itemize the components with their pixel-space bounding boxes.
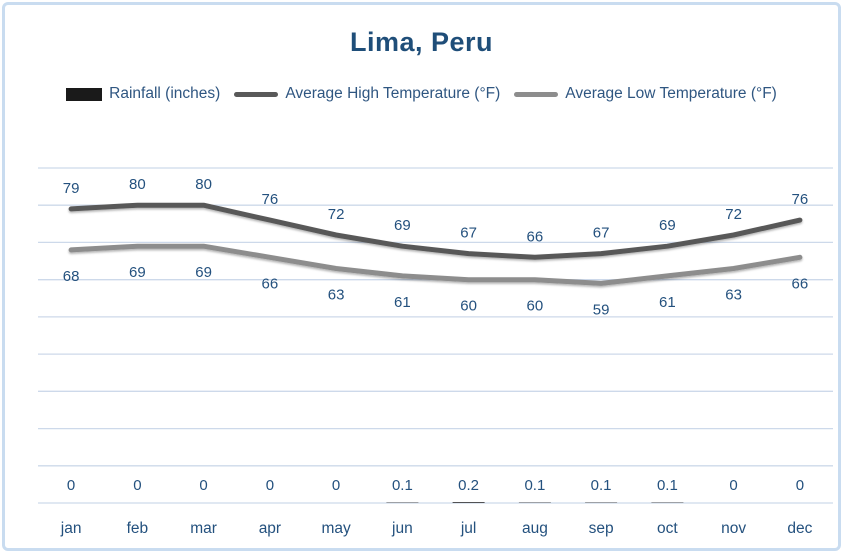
x-axis-label: dec (787, 520, 812, 537)
rainfall-data-label: 0 (266, 477, 274, 494)
chart-title: Lima, Peru (349, 27, 494, 57)
temperature-lines (68, 202, 803, 286)
temperature-data-label: 80 (195, 176, 212, 193)
temperature-data-label: 69 (195, 264, 212, 281)
x-axis-label: may (321, 520, 351, 537)
temperature-data-label: 76 (792, 191, 809, 208)
x-axis-label: jul (460, 520, 477, 537)
x-axis-label: jan (60, 520, 82, 537)
temperature-data-label: 63 (725, 287, 742, 304)
legend-item-rainfall: Rainfall (inches) (66, 85, 220, 103)
rainfall-data-label: 0.1 (657, 477, 678, 494)
rainfall-data-label: 0 (133, 477, 141, 494)
temperature-data-label: 69 (129, 264, 146, 281)
x-axis-label: aug (522, 520, 548, 537)
temperature-data-label: 61 (659, 294, 676, 311)
high-temp-line-swatch-icon (234, 91, 279, 97)
legend-label: Rainfall (inches) (109, 85, 221, 102)
temperature-data-label: 60 (527, 298, 544, 315)
temperature-data-label: 61 (394, 294, 411, 311)
rainfall-data-label: 0.1 (524, 477, 545, 494)
x-axis-label: nov (721, 520, 746, 537)
low-temp-line-swatch-icon (514, 91, 559, 97)
rainfall-bar (452, 502, 485, 503)
chart-canvas: 0 0 0 0 0 0.1 0.2 0.1 0.1 0.1 0 0 79 80 80 76 72 69 67 66 67… (38, 167, 833, 537)
x-axis-labels: jan feb mar apr may jun jul aug sep oct nov dec (60, 520, 813, 537)
legend-label: Average Low Temperature (°F) (565, 85, 777, 102)
temperature-data-label: 76 (262, 191, 279, 208)
legend-label: Average High Temperature (°F) (285, 85, 501, 102)
legend-item-high-temp: Average High Temperature (°F) (234, 85, 500, 103)
rainfall-data-label: 0.1 (392, 477, 413, 494)
temperature-line (68, 243, 803, 286)
x-axis-label: sep (589, 520, 614, 537)
chart-legend: Rainfall (inches) Average High Temperatu… (5, 85, 838, 103)
temperature-data-label: 69 (394, 217, 411, 234)
rainfall-data-label: 0 (332, 477, 340, 494)
rainfall-data-label: 0 (796, 477, 804, 494)
temperature-data-label: 67 (460, 225, 477, 242)
temperature-data-label: 67 (593, 225, 610, 242)
temperature-data-label: 68 (63, 268, 80, 285)
x-axis-label: oct (657, 520, 678, 537)
temperature-data-label: 72 (725, 206, 742, 223)
temperature-data-label: 72 (328, 206, 345, 223)
rainfall-bars (386, 502, 684, 503)
legend-item-low-temp: Average Low Temperature (°F) (514, 85, 777, 103)
temperature-line (68, 202, 803, 260)
rainfall-bar-swatch-icon (66, 87, 103, 101)
temperature-data-label: 63 (328, 287, 345, 304)
temperature-data-label: 66 (527, 228, 544, 245)
temperature-data-label: 69 (659, 217, 676, 234)
x-axis-label: mar (190, 520, 217, 537)
rainfall-data-label: 0 (199, 477, 207, 494)
temperature-data-label: 60 (460, 298, 477, 315)
temperature-data-label: 66 (262, 275, 279, 292)
rainfall-data-label: 0.1 (591, 477, 612, 494)
x-axis-label: apr (259, 520, 281, 537)
rainfall-data-label: 0 (729, 477, 737, 494)
rainfall-data-label: 0 (67, 477, 75, 494)
temperature-data-label: 80 (129, 176, 146, 193)
data-labels: 0 0 0 0 0 0.1 0.2 0.1 0.1 0.1 0 0 79 80 80 76 72 69 67 66 67… (63, 176, 808, 494)
rainfall-data-label: 0.2 (458, 477, 479, 494)
temperature-data-label: 66 (792, 275, 809, 292)
x-axis-label: feb (127, 520, 149, 537)
temperature-data-label: 79 (63, 180, 80, 197)
temperature-data-label: 59 (593, 301, 610, 318)
gridlines (38, 167, 833, 504)
x-axis-label: jun (391, 520, 413, 537)
